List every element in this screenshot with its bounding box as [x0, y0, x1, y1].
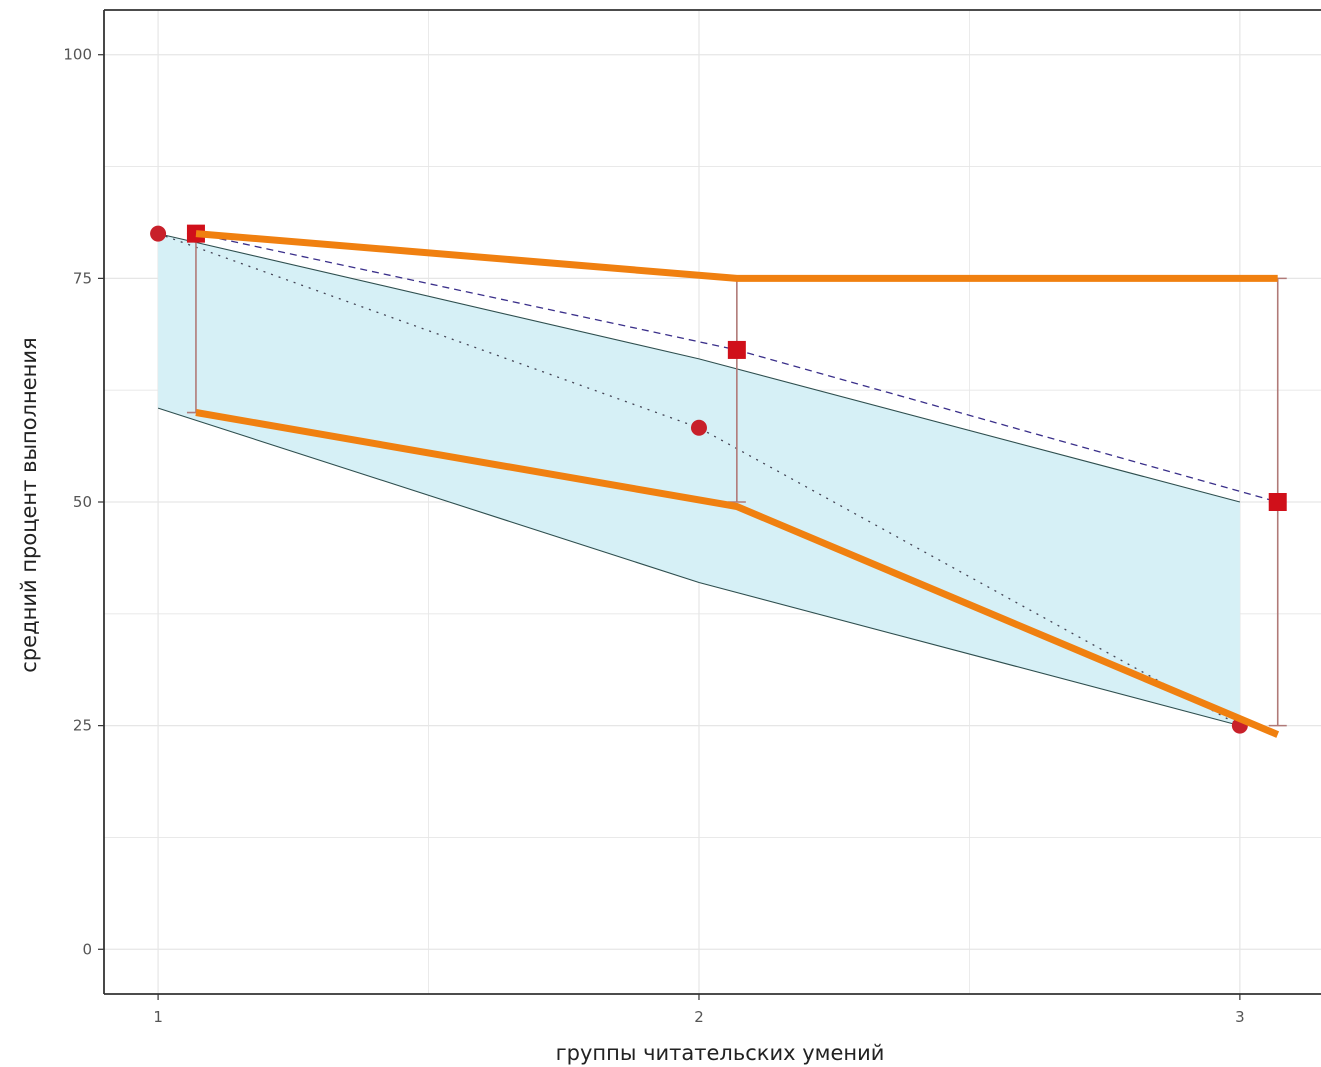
y-tick-label: 25 [73, 717, 92, 735]
tick-labels: 0 25 50 75 100 1 2 3 [63, 46, 1244, 1026]
band-lower-edge [157, 407, 1241, 727]
band-upper-edge [157, 233, 1241, 503]
y-tick-label: 100 [63, 46, 92, 64]
data-point-circle [690, 419, 707, 436]
data-point-circle [150, 225, 167, 242]
data-point-square [186, 224, 205, 243]
x-tick-label: 2 [694, 1008, 704, 1026]
y-tick-label: 75 [73, 269, 92, 287]
y-axis-title: средний процент выполнения [17, 337, 41, 672]
x-axis-title: группы читательских умений [556, 1041, 885, 1065]
data-markers [150, 224, 1287, 734]
highlight-upper-line [195, 230, 1278, 282]
y-tick-label: 0 [82, 940, 92, 958]
highlight-lines [195, 230, 1280, 738]
data-point-square [1268, 493, 1287, 511]
x-tick-label: 1 [153, 1008, 163, 1026]
y-tick-label: 50 [73, 493, 92, 511]
highlight-lower-line [195, 409, 1280, 738]
x-tick-label: 3 [1235, 1008, 1245, 1026]
data-point-square [727, 340, 746, 359]
